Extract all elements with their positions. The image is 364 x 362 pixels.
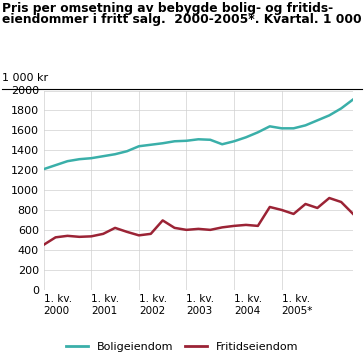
- Fritidseiendom: [232, 224, 236, 228]
- Boligeiendom: [280, 126, 284, 131]
- Boligeiendom: [220, 142, 224, 147]
- Boligeiendom: [173, 139, 177, 143]
- Boligeiendom: [149, 143, 153, 147]
- Line: Fritidseiendom: Fritidseiendom: [44, 198, 353, 245]
- Boligeiendom: [292, 126, 296, 131]
- Text: Pris per omsetning av bebygde bolig- og fritids-: Pris per omsetning av bebygde bolig- og …: [2, 2, 333, 15]
- Boligeiendom: [244, 135, 248, 139]
- Fritidseiendom: [125, 230, 129, 234]
- Boligeiendom: [41, 167, 46, 171]
- Fritidseiendom: [256, 224, 260, 228]
- Boligeiendom: [125, 149, 129, 153]
- Fritidseiendom: [220, 225, 224, 230]
- Fritidseiendom: [149, 232, 153, 236]
- Boligeiendom: [65, 159, 70, 163]
- Boligeiendom: [208, 138, 213, 142]
- Boligeiendom: [256, 130, 260, 135]
- Fritidseiendom: [101, 232, 105, 236]
- Fritidseiendom: [77, 235, 82, 239]
- Fritidseiendom: [351, 212, 355, 216]
- Fritidseiendom: [184, 228, 189, 232]
- Fritidseiendom: [65, 234, 70, 238]
- Fritidseiendom: [113, 226, 117, 230]
- Boligeiendom: [77, 157, 82, 161]
- Boligeiendom: [161, 141, 165, 146]
- Fritidseiendom: [303, 202, 308, 206]
- Boligeiendom: [137, 144, 141, 148]
- Line: Boligeiendom: Boligeiendom: [44, 100, 353, 169]
- Boligeiendom: [184, 139, 189, 143]
- Fritidseiendom: [208, 228, 213, 232]
- Boligeiendom: [327, 113, 332, 118]
- Fritidseiendom: [89, 234, 94, 239]
- Boligeiendom: [196, 137, 201, 142]
- Fritidseiendom: [41, 243, 46, 247]
- Boligeiendom: [303, 123, 308, 127]
- Fritidseiendom: [137, 233, 141, 237]
- Fritidseiendom: [244, 223, 248, 227]
- Fritidseiendom: [339, 200, 343, 204]
- Boligeiendom: [268, 124, 272, 129]
- Fritidseiendom: [280, 208, 284, 212]
- Boligeiendom: [232, 139, 236, 143]
- Fritidseiendom: [161, 218, 165, 223]
- Text: eiendommer i fritt salg.  2000-2005*. Kvartal. 1 000 kr: eiendommer i fritt salg. 2000-2005*. Kva…: [2, 13, 364, 26]
- Fritidseiendom: [54, 235, 58, 240]
- Boligeiendom: [54, 163, 58, 167]
- Fritidseiendom: [315, 206, 320, 210]
- Fritidseiendom: [173, 226, 177, 230]
- Text: 1 000 kr: 1 000 kr: [2, 73, 48, 83]
- Boligeiendom: [89, 156, 94, 160]
- Boligeiendom: [315, 118, 320, 122]
- Fritidseiendom: [196, 227, 201, 231]
- Legend: Boligeiendom, Fritidseiendom: Boligeiendom, Fritidseiendom: [62, 337, 302, 357]
- Boligeiendom: [339, 106, 343, 111]
- Boligeiendom: [351, 97, 355, 102]
- Boligeiendom: [113, 152, 117, 156]
- Boligeiendom: [101, 154, 105, 159]
- Fritidseiendom: [292, 212, 296, 216]
- Fritidseiendom: [327, 196, 332, 200]
- Fritidseiendom: [268, 205, 272, 209]
